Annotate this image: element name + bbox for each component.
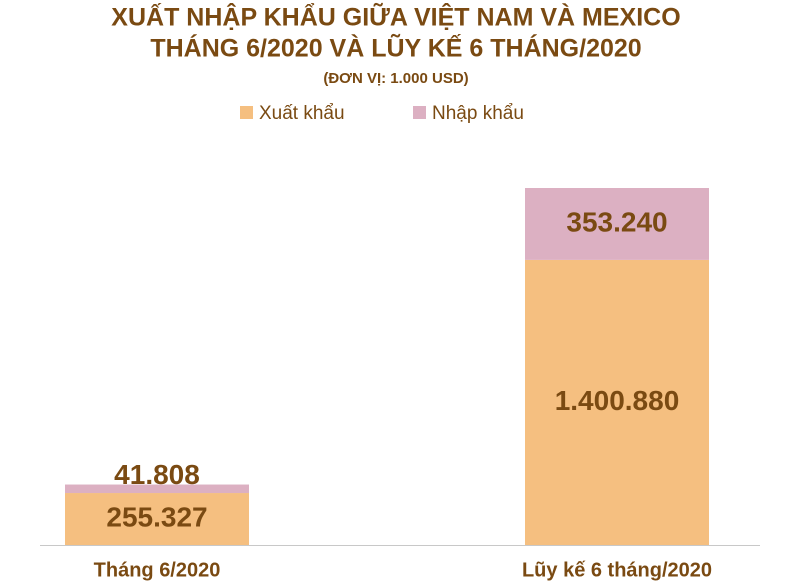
chart-subtitle: (ĐƠN VỊ: 1.000 USD) <box>323 70 468 87</box>
bar-segment <box>65 493 249 545</box>
chart-title: THÁNG 6/2020 VÀ LŨY KẾ 6 THÁNG/2020 <box>150 33 641 63</box>
x-tick-label: Tháng 6/2020 <box>94 559 221 581</box>
bar-segment <box>525 188 709 260</box>
bar-segment <box>525 259 709 545</box>
value-label: 255.327 <box>106 501 207 532</box>
legend-label: Xuất khẩu <box>259 103 345 124</box>
legend-label: Nhập khẩu <box>432 103 524 124</box>
legend-swatch <box>240 106 253 119</box>
legend-swatch <box>413 106 426 119</box>
value-label: 353.240 <box>566 206 667 237</box>
x-tick-label: Lũy kế 6 tháng/2020 <box>522 559 712 581</box>
bar-segment <box>65 484 249 494</box>
value-label: 41.808 <box>114 459 200 490</box>
chart-title: XUẤT NHẬP KHẨU GIỮA VIỆT NAM VÀ MEXICO <box>111 2 680 32</box>
value-label: 1.400.880 <box>555 385 680 416</box>
